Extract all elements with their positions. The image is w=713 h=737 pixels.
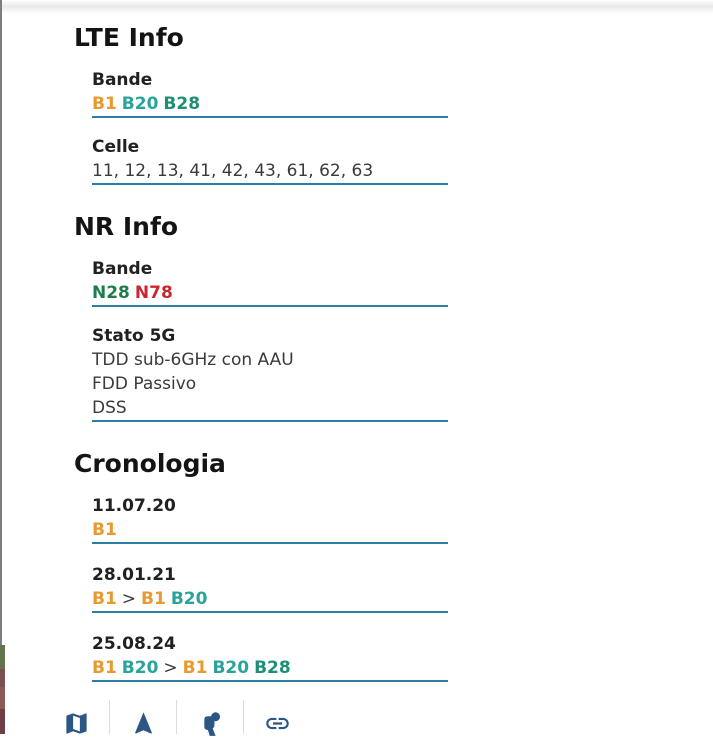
band-b20: B20 [212,658,250,678]
link-icon[interactable] [264,710,291,737]
nr-stato5g-field: Stato 5G TDD sub-6GHz con AAU FDD Passiv… [92,324,448,422]
band-b28: B28 [254,658,291,678]
left-border-line [0,0,2,648]
toolbar-cell [43,700,109,734]
history-bands: B1 B20 > B1 B20 B28 [92,656,448,680]
band-b1: B1 [141,589,166,609]
map-fragment [0,645,5,669]
band-b28: B28 [163,94,201,114]
band-b1: B1 [92,589,117,609]
stato-5g-line-fdd: FDD Passivo [92,374,197,394]
band-b1: B1 [92,658,117,678]
band-b1: B1 [92,520,117,540]
history-entry: 25.08.24 B1 B20 > B1 B20 B28 [92,632,448,682]
map-fragment [0,687,5,709]
nr-bande-values: N28 N78 [92,281,448,305]
history-date: 28.01.21 [92,565,176,585]
stato-5g-label: Stato 5G [92,326,176,346]
history-bands: B1 [92,518,448,542]
map-fragment [0,709,5,734]
stato-5g-line-tdd: TDD sub-6GHz con AAU [92,350,294,370]
lte-bande-values: B1 B20 B28 [92,92,448,116]
lte-celle-field: Celle 11, 12, 13, 41, 42, 43, 61, 62, 63 [92,135,448,185]
history-date: 25.08.24 [92,634,176,654]
map-icon[interactable] [63,710,90,737]
history-entry: 28.01.21 B1 > B1 B20 [92,563,448,613]
navigation-arrow-icon[interactable] [130,710,157,737]
lte-bande-field: Bande B1 B20 B28 [92,68,448,118]
lte-celle-value: 11, 12, 13, 41, 42, 43, 61, 62, 63 [92,161,374,181]
toolbar-cell [243,700,310,734]
band-b20: B20 [121,658,159,678]
arrow-separator: > [121,589,137,609]
band-b20: B20 [121,94,159,114]
lte-info-title: LTE Info [74,23,184,52]
arrow-separator: > [163,658,178,678]
nr-bande-field: Bande N28 N78 [92,257,448,307]
bottom-toolbar [43,700,310,737]
nr-bande-label: Bande [92,259,153,279]
band-b20: B20 [170,589,208,609]
toolbar-cell [176,700,243,737]
band-n78: N78 [134,283,173,303]
map-fragment [0,669,5,687]
band-b1: B1 [92,94,117,114]
lte-bande-label: Bande [92,70,153,90]
band-n28: N28 [92,283,130,303]
lte-celle-label: Celle [92,137,140,157]
left-edge-map-sliver [0,0,6,734]
history-entry: 11.07.20 B1 [92,494,448,544]
pegman-icon[interactable] [197,710,224,737]
info-panel: LTE Info Bande B1 B20 B28 Celle 11, 12, … [6,0,713,701]
top-scroll-shadow [2,0,713,14]
history-date: 11.07.20 [92,496,176,516]
cronologia-title: Cronologia [74,449,226,478]
band-b1: B1 [182,658,208,678]
history-bands: B1 > B1 B20 [92,587,448,611]
nr-info-title: NR Info [74,212,179,241]
stato-5g-line-dss: DSS [92,398,127,418]
toolbar-cell [109,700,176,734]
